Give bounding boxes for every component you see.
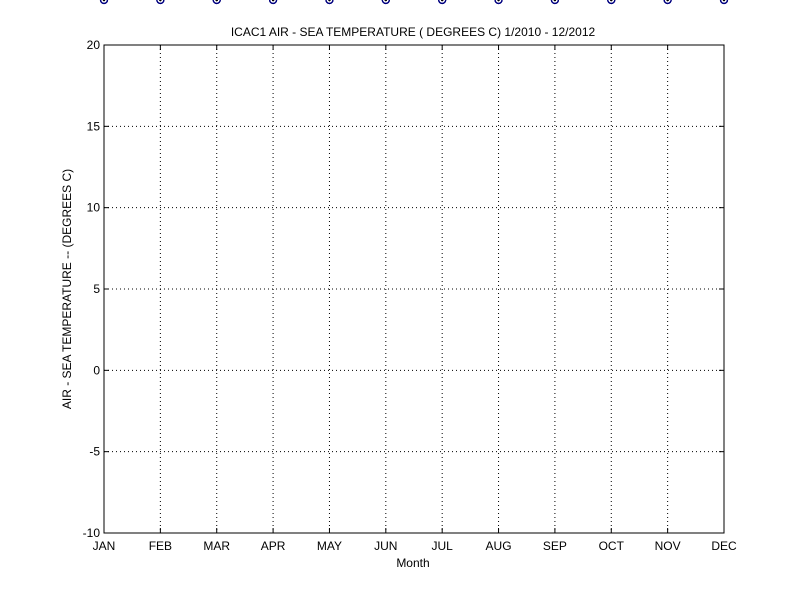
box-oct [607,0,616,5]
median-marker [381,0,390,5]
y-tick-label: 5 [93,282,100,296]
median-marker-dot [610,0,613,2]
median-marker [212,0,221,5]
median-marker-dot [159,0,162,2]
median-marker-dot [384,0,388,2]
x-tick-label: FEB [149,539,172,553]
median-marker-dot [722,0,726,2]
x-tick-label: MAY [317,539,342,553]
box-aug [494,0,503,5]
x-tick-label: JUN [374,539,397,553]
box-apr [268,0,278,5]
x-axis-label: Month [396,556,429,570]
median-marker [438,0,447,5]
x-tick-label: OCT [599,539,625,553]
median-marker-dot [215,0,218,2]
x-tick-label: JUL [432,539,454,553]
box-may [325,0,334,5]
grid-lines [104,45,724,533]
y-tick-label: 15 [87,119,101,133]
median-marker [268,0,278,5]
median-marker [550,0,560,5]
median-marker [663,0,672,5]
y-axis-label: AIR - SEA TEMPERATURE -- (DEGREES C) [60,169,74,409]
box-sep [550,0,560,5]
x-tick-label: MAR [203,539,230,553]
box-mar [212,0,221,5]
box-dec [719,0,729,5]
median-marker-dot [553,0,557,2]
x-tick-label: DEC [711,539,737,553]
box-feb [156,0,165,5]
box-nov [663,0,672,5]
median-marker-dot [666,0,669,2]
median-marker-dot [440,0,444,2]
median-marker [719,0,729,5]
x-tick-label: AUG [486,539,512,553]
x-tick-label: JAN [93,539,116,553]
median-marker [99,0,109,5]
x-tick-label: SEP [543,539,567,553]
y-tick-label: 0 [93,363,100,377]
median-marker-dot [328,0,331,2]
median-marker-dot [497,0,500,2]
y-tick-label: -5 [89,445,100,459]
median-marker-dot [102,0,106,2]
chart-title: ICAC1 AIR - SEA TEMPERATURE ( DEGREES C)… [231,25,596,39]
y-tick-label: 20 [87,38,101,52]
box-jun [381,0,390,5]
x-tick-label: NOV [655,539,681,553]
median-marker [156,0,165,5]
median-marker-dot [271,0,275,2]
box-marks [99,0,729,5]
box-jan [99,0,109,5]
y-tick-label: -10 [83,526,101,540]
axes: -10 -5 0 5 10 15 20 JAN FEB MAR APR MAY JUN JUL AUG SEP… [83,38,737,553]
y-tick-label: 10 [87,201,101,215]
median-marker [607,0,616,5]
x-tick-label: APR [261,539,286,553]
median-marker [494,0,503,5]
box-jul [438,0,447,5]
median-marker [325,0,334,5]
